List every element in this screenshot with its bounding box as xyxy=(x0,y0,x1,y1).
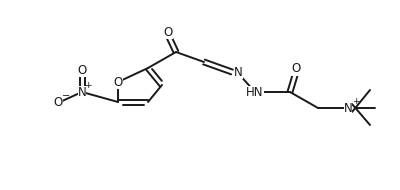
Text: +: + xyxy=(84,82,92,90)
Text: +: + xyxy=(352,97,360,107)
Text: N: N xyxy=(344,101,352,115)
Text: O: O xyxy=(53,96,63,108)
Text: O: O xyxy=(77,63,87,77)
Text: O: O xyxy=(113,75,123,89)
Text: O: O xyxy=(163,25,173,39)
Text: −: − xyxy=(62,91,70,101)
Text: N: N xyxy=(234,66,243,78)
Text: N: N xyxy=(78,86,86,98)
Text: HN: HN xyxy=(246,86,264,98)
Text: O: O xyxy=(291,63,301,75)
